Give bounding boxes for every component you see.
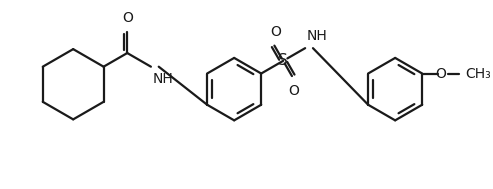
Text: O: O: [270, 25, 281, 39]
Text: O: O: [122, 11, 133, 25]
Text: S: S: [279, 53, 288, 68]
Text: NH: NH: [153, 72, 174, 86]
Text: NH: NH: [307, 29, 328, 43]
Text: O: O: [288, 84, 299, 98]
Text: CH₃: CH₃: [465, 67, 491, 81]
Text: O: O: [435, 67, 446, 81]
